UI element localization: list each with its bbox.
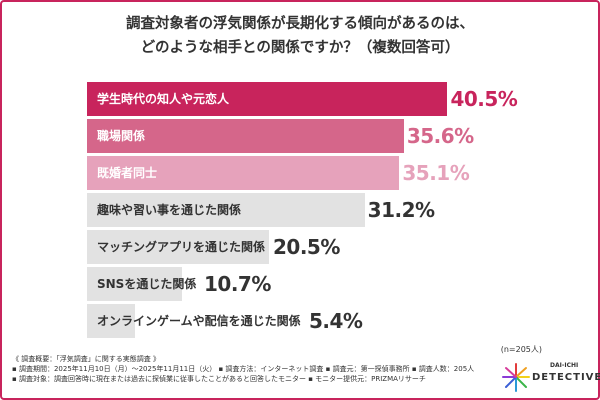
- footer-line-2: ▪ 調査対象：調査回答時に現在または過去に探偵業に従事したことがあると回答したモ…: [12, 375, 426, 383]
- bar-label: 趣味や習い事を通じた関係: [97, 203, 242, 217]
- value-label: 35.1%: [402, 161, 470, 185]
- bar: [87, 267, 183, 301]
- value-label: 10.7%: [204, 272, 271, 296]
- footer-heading: 《 調査概要：「浮気調査」に関する実態調査 》: [12, 355, 160, 363]
- value-label: 20.5%: [273, 235, 340, 259]
- chart-title: 調査対象者の浮気関係が長期化する傾向があるのは、 どのような相手との関係ですか？…: [0, 12, 600, 60]
- bar-label: 学生時代の知人や元恋人: [97, 92, 230, 106]
- bar: [87, 119, 404, 153]
- bar: [87, 230, 270, 264]
- bar: [87, 304, 136, 338]
- footer-line-1: ▪ 調査期間：2025年11月10日（月）～2025年11月11日（火） ▪ 調…: [12, 365, 475, 373]
- value-label: 40.5%: [450, 87, 518, 111]
- bar: [87, 156, 400, 190]
- bar-label: 職場関係: [97, 129, 146, 143]
- value-label: 35.6%: [406, 124, 474, 148]
- bar-label: オンラインゲームや配信を通じた関係: [97, 314, 301, 328]
- bar-label: マッチングアプリを通じた関係: [97, 240, 266, 254]
- bar-label: SNSを通じた関係: [97, 277, 197, 291]
- title-line-1: 調査対象者の浮気関係が長期化する傾向があるのは、: [126, 16, 474, 32]
- sample-size: (n=205人): [500, 345, 542, 354]
- logo-burst-icon: [502, 363, 530, 392]
- logo: DAI-ICHI DETECTIVE: [502, 362, 600, 392]
- bar: [87, 82, 448, 116]
- title-line-2: どのような相手との関係ですか？（複数回答可）: [140, 40, 460, 56]
- value-label: 31.2%: [367, 198, 435, 222]
- logo-text-top: DAI-ICHI: [550, 362, 579, 369]
- bar-label: 既婚者同士: [97, 166, 158, 180]
- bar: [87, 193, 365, 227]
- logo-text-main: DETECTIVE: [532, 372, 600, 383]
- value-label: 5.4%: [309, 309, 363, 333]
- footer: 《 調査概要：「浮気調査」に関する実態調査 》 ▪ 調査期間：2025年11月1…: [12, 354, 494, 384]
